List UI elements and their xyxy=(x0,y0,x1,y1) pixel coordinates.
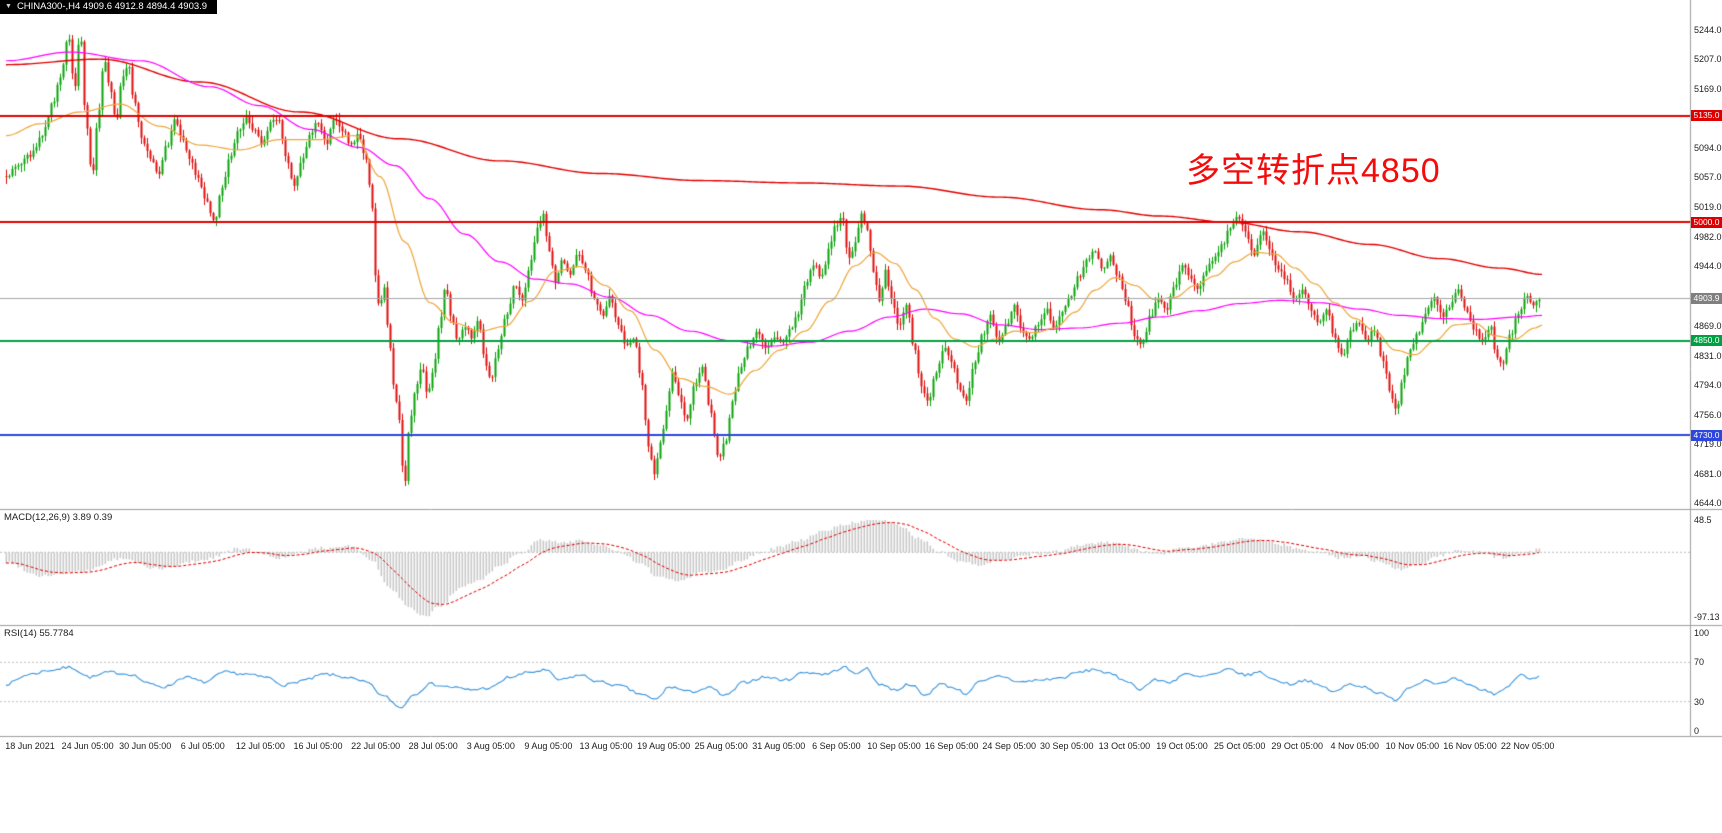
symbol-ohlc-text: CHINA300-,H4 4909.6 4912.8 4894.4 4903.9 xyxy=(16,1,208,12)
chart-annotation-text: 多空转折点4850 xyxy=(1186,152,1441,190)
macd-indicator-label: MACD(12,26,9) 3.89 0.39 xyxy=(4,512,113,523)
rsi-indicator-label: RSI(14) 55.7784 xyxy=(4,628,74,639)
symbol-info-bar[interactable]: ▼ CHINA300-,H4 4909.6 4912.8 4894.4 4903… xyxy=(0,0,218,14)
symbol-dropdown-icon[interactable]: ▼ xyxy=(5,3,12,10)
